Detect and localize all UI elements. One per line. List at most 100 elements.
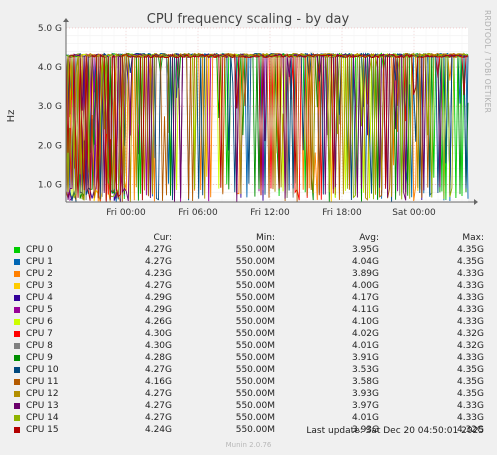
legend-cur-value: 4.27G [144, 401, 172, 411]
series-group [65, 52, 469, 203]
legend-row: CPU 13 4.27G 550.00M 3.97G 4.33G [0, 400, 497, 412]
series-line-cpu-14 [65, 53, 469, 201]
legend-row: CPU 10 4.27G 550.00M 3.53G 4.35G [0, 364, 497, 376]
legend-series-name: CPU 2 [26, 269, 53, 279]
legend-swatch [14, 331, 20, 337]
legend-swatch [14, 403, 20, 409]
x-tick-label: Fri 18:00 [322, 208, 362, 218]
y-tick-label: 4.0 G [38, 63, 62, 73]
legend-series-name: CPU 1 [26, 257, 53, 267]
legend-avg-value: 4.02G [351, 329, 379, 339]
legend-max-value: 4.35G [456, 257, 484, 267]
legend-series-name: CPU 11 [26, 377, 59, 387]
legend-rows: CPU 0 4.27G 550.00M 3.95G 4.35G CPU 1 4.27G 550… [0, 244, 497, 436]
y-axis-arrow-icon [63, 18, 69, 22]
legend-swatch [14, 391, 20, 397]
y-tick-label: 1.0 G [38, 180, 62, 190]
legend-series-name: CPU 4 [26, 293, 53, 303]
legend-max-value: 4.35G [456, 389, 484, 399]
legend-swatch [14, 415, 20, 421]
legend-cur-value: 4.29G [144, 293, 172, 303]
rrdtool-watermark: RRDTOOL / TOBI OETIKER [483, 10, 492, 113]
legend-cur-value: 4.28G [144, 353, 172, 363]
legend-min-value: 550.00M [235, 257, 275, 267]
legend-min-value: 550.00M [235, 341, 275, 351]
legend-avg-value: 3.89G [351, 269, 379, 279]
legend-series-name: CPU 15 [26, 425, 59, 435]
last-update: Last update: Sat Dec 20 04:50:01 2025 [306, 426, 484, 436]
y-axis-label: Hz [6, 110, 17, 123]
legend-row: CPU 5 4.29G 550.00M 4.11G 4.33G [0, 304, 497, 316]
legend-row: CPU 8 4.30G 550.00M 4.01G 4.32G [0, 340, 497, 352]
legend-series-name: CPU 3 [26, 281, 53, 291]
legend-avg-value: 4.17G [351, 293, 379, 303]
legend-header-avg: Avg: [359, 233, 379, 243]
legend-series-name: CPU 6 [26, 317, 53, 327]
legend-swatch [14, 295, 20, 301]
legend-row: CPU 3 4.27G 550.00M 4.00G 4.33G [0, 280, 497, 292]
legend-cur-value: 4.27G [144, 413, 172, 423]
legend-row: CPU 6 4.26G 550.00M 4.10G 4.33G [0, 316, 497, 328]
legend-max-value: 4.32G [456, 329, 484, 339]
legend-max-value: 4.32G [456, 341, 484, 351]
legend-max-value: 4.33G [456, 401, 484, 411]
series-line-cpu-15 [65, 53, 469, 202]
legend-row: CPU 0 4.27G 550.00M 3.95G 4.35G [0, 244, 497, 256]
munin-version: Munin 2.0.76 [225, 441, 272, 449]
legend-row: CPU 9 4.28G 550.00M 3.91G 4.33G [0, 352, 497, 364]
legend-row: CPU 14 4.27G 550.00M 4.01G 4.33G [0, 412, 497, 424]
axes: 1.0 G 2.0 G 3.0 G 4.0 G 5.0 G Fri 00:00 Fri 06… [38, 18, 478, 218]
x-axis-arrow-icon [474, 199, 478, 205]
legend-cur-value: 4.29G [144, 305, 172, 315]
legend-min-value: 550.00M [235, 245, 275, 255]
legend-swatch [14, 367, 20, 373]
legend-row: CPU 12 4.27G 550.00M 3.93G 4.35G [0, 388, 497, 400]
legend-max-value: 4.32G [456, 425, 484, 435]
legend-swatch [14, 379, 20, 385]
legend-series-name: CPU 9 [26, 353, 53, 363]
legend-min-value: 550.00M [235, 293, 275, 303]
legend-min-value: 550.00M [235, 329, 275, 339]
legend-min-value: 550.00M [235, 401, 275, 411]
legend-min-value: 550.00M [235, 317, 275, 327]
legend-avg-value: 3.53G [351, 365, 379, 375]
x-tick-label: Fri 12:00 [250, 208, 290, 218]
legend-swatch [14, 247, 20, 253]
x-tick-label: Fri 06:00 [178, 208, 218, 218]
legend-max-value: 4.33G [456, 281, 484, 291]
legend-max-value: 4.33G [456, 293, 484, 303]
legend-series-name: CPU 12 [26, 389, 59, 399]
legend-min-value: 550.00M [235, 413, 275, 423]
legend-max-value: 4.33G [456, 413, 484, 423]
legend-min-value: 550.00M [235, 281, 275, 291]
legend-row: CPU 15 4.24G 550.00M 3.93G 4.32G [0, 424, 497, 436]
x-tick-label: Fri 00:00 [106, 208, 146, 218]
legend-avg-value: 4.00G [351, 281, 379, 291]
legend-min-value: 550.00M [235, 305, 275, 315]
legend-series-name: CPU 0 [26, 245, 53, 255]
legend-swatch [14, 307, 20, 313]
legend-max-value: 4.35G [456, 377, 484, 387]
legend-row: CPU 1 4.27G 550.00M 4.04G 4.35G [0, 256, 497, 268]
y-tick-label: 5.0 G [38, 24, 62, 34]
legend-min-value: 550.00M [235, 365, 275, 375]
legend-min-value: 550.00M [235, 425, 275, 435]
legend-cur-value: 4.16G [144, 377, 172, 387]
legend-avg-value: 3.93G [351, 389, 379, 399]
legend-avg-value: 4.11G [351, 305, 379, 315]
legend-cur-value: 4.30G [144, 329, 172, 339]
legend-min-value: 550.00M [235, 377, 275, 387]
legend-row: CPU 2 4.23G 550.00M 3.89G 4.33G [0, 268, 497, 280]
legend-header-cur: Cur: [153, 233, 172, 243]
legend-max-value: 4.35G [456, 365, 484, 375]
legend-swatch [14, 271, 20, 277]
legend-avg-value: 4.01G [351, 341, 379, 351]
legend-avg-value: 3.58G [351, 377, 379, 387]
legend-series-name: CPU 14 [26, 413, 59, 423]
legend: Cur: Min: Avg: Max: CPU 0 4.27G 550.00M 3.9… [0, 232, 497, 436]
legend-avg-value: 4.01G [351, 413, 379, 423]
legend-swatch [14, 355, 20, 361]
legend-swatch [14, 259, 20, 265]
legend-avg-value: 3.97G [351, 401, 379, 411]
legend-swatch [14, 319, 20, 325]
